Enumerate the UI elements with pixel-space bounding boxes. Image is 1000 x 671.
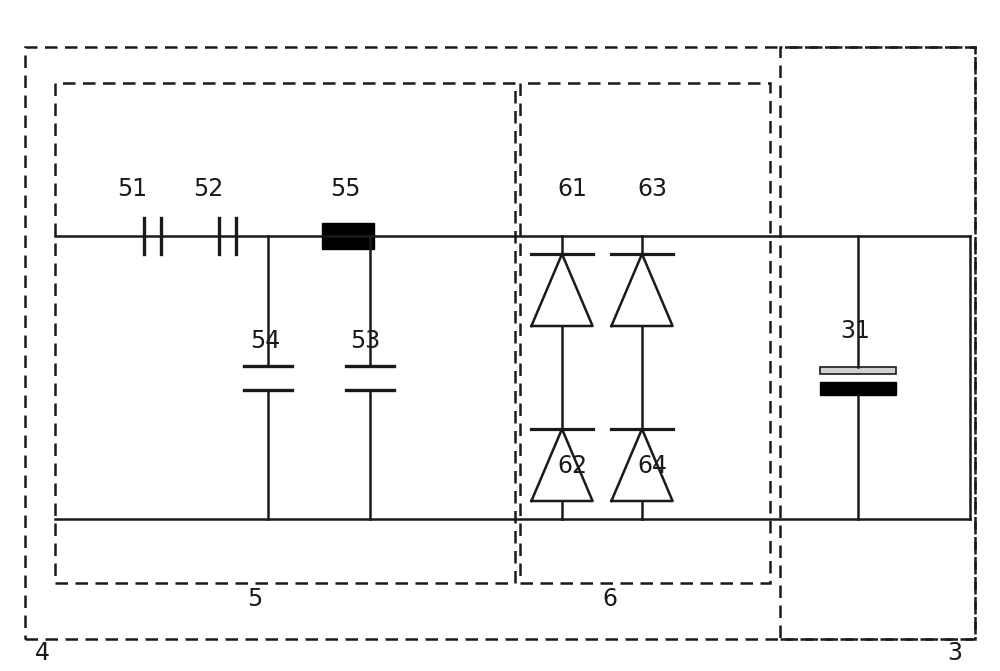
Bar xyxy=(55,83,515,583)
Text: 63: 63 xyxy=(637,177,667,201)
Bar xyxy=(25,47,975,639)
Text: 52: 52 xyxy=(193,177,223,201)
Bar xyxy=(780,47,975,639)
Bar xyxy=(322,223,374,249)
Text: 61: 61 xyxy=(557,177,587,201)
Text: 62: 62 xyxy=(557,454,587,478)
Bar xyxy=(520,83,770,583)
Text: 6: 6 xyxy=(602,587,618,611)
Bar xyxy=(820,367,896,374)
Text: 3: 3 xyxy=(948,641,963,665)
Text: 55: 55 xyxy=(330,177,360,201)
Text: 51: 51 xyxy=(117,177,147,201)
Text: 5: 5 xyxy=(247,587,263,611)
Text: 31: 31 xyxy=(840,319,870,343)
Text: 4: 4 xyxy=(34,641,50,665)
Text: 54: 54 xyxy=(250,329,280,353)
Bar xyxy=(820,382,896,395)
Text: 64: 64 xyxy=(637,454,667,478)
Text: 53: 53 xyxy=(350,329,380,353)
